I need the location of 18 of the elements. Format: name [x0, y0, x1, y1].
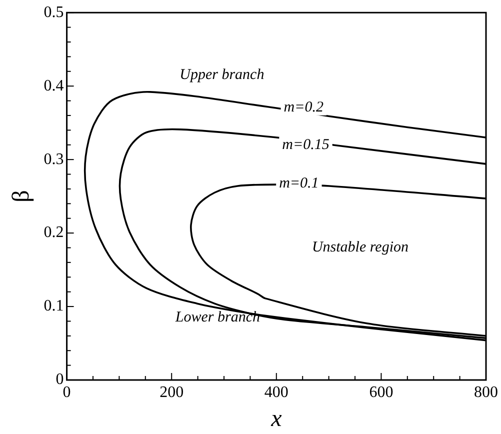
- annotation: Unstable region: [312, 240, 409, 256]
- y-tick-label: 0.1: [44, 298, 64, 315]
- x-tick-label: 400: [264, 384, 288, 401]
- x-tick-label: 800: [474, 384, 498, 401]
- y-tick-label: 0: [56, 371, 64, 388]
- annotation: Lower branch: [174, 309, 260, 326]
- y-tick-label: 0.2: [44, 224, 64, 242]
- y-tick-label: 0.3: [44, 150, 64, 168]
- y-axis-title: β: [8, 190, 35, 202]
- x-axis-title: x: [270, 406, 282, 432]
- x-tick-label: 200: [160, 384, 184, 401]
- y-tick-label: 0.5: [44, 4, 64, 21]
- y-tick-label: 0.4: [44, 77, 64, 94]
- annotation: m=0.1: [279, 176, 319, 192]
- annotation: m=0.2: [284, 99, 324, 116]
- x-tick-label: 600: [369, 384, 394, 401]
- annotation: Upper branch: [180, 66, 264, 83]
- annotation: m=0.15: [282, 136, 330, 153]
